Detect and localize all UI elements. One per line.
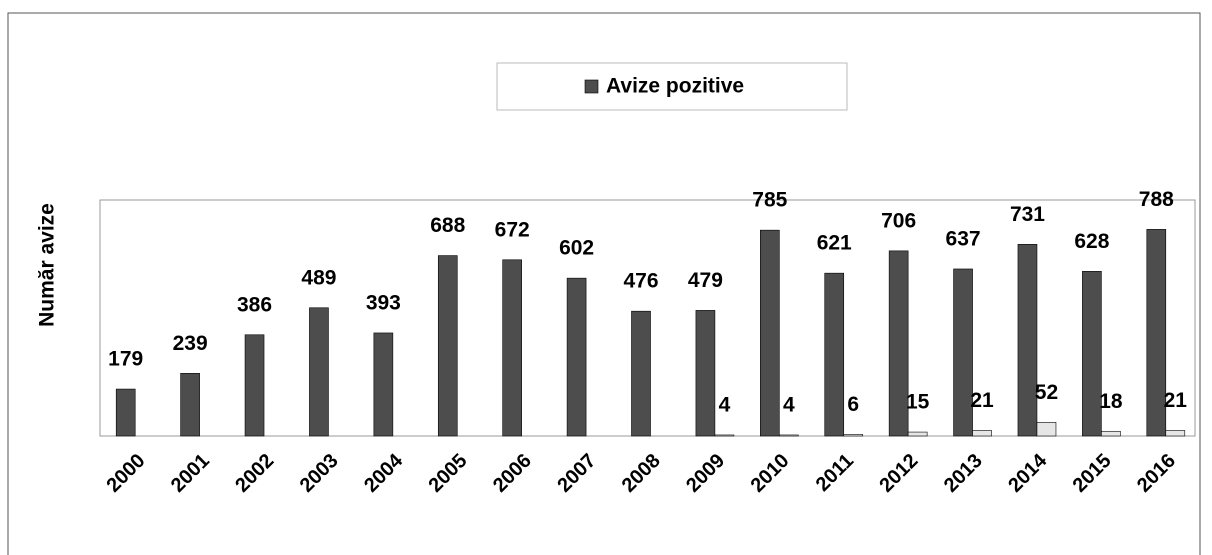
bar xyxy=(760,229,780,437)
x-tick-label: 2002 xyxy=(231,450,278,497)
bar xyxy=(695,310,716,437)
legend-box xyxy=(496,62,848,111)
x-tick-label: 2007 xyxy=(553,450,600,497)
bar xyxy=(244,334,265,437)
value-label: 18 xyxy=(1099,390,1123,413)
legend-swatch xyxy=(584,79,599,94)
bar xyxy=(1036,422,1057,437)
value-label: 15 xyxy=(906,391,930,414)
value-label: 479 xyxy=(688,269,723,292)
x-tick-label: 2016 xyxy=(1133,450,1180,497)
x-tick-label: 2000 xyxy=(102,450,149,497)
legend-label: Avize pozitive xyxy=(606,75,744,98)
value-label: 489 xyxy=(301,266,336,289)
bar xyxy=(502,259,522,437)
y-axis-label: Număr avize xyxy=(36,203,59,327)
value-label: 602 xyxy=(559,237,594,260)
bar xyxy=(907,431,928,437)
x-tick-label: 2011 xyxy=(812,450,858,496)
x-tick-label: 2009 xyxy=(682,450,729,497)
bar xyxy=(824,272,845,437)
bar xyxy=(309,307,329,437)
value-label: 386 xyxy=(237,293,272,316)
x-tick-label: 2015 xyxy=(1069,450,1116,497)
bar xyxy=(1101,430,1121,437)
x-tick-label: 2001 xyxy=(167,450,214,497)
value-label: 785 xyxy=(752,189,787,212)
value-label: 393 xyxy=(366,291,401,314)
value-label: 637 xyxy=(946,228,981,251)
bar xyxy=(1165,430,1186,437)
bar xyxy=(1146,229,1167,437)
bar xyxy=(888,250,909,437)
x-tick-label: 2004 xyxy=(360,449,408,497)
bar xyxy=(631,310,651,437)
x-tick-label: 2013 xyxy=(940,450,987,497)
bar xyxy=(437,255,458,437)
value-label: 672 xyxy=(495,218,530,241)
value-label: 52 xyxy=(1035,381,1058,404)
x-tick-label: 2012 xyxy=(875,450,922,497)
value-label: 21 xyxy=(970,389,994,412)
bar xyxy=(843,434,864,437)
x-tick-label: 2006 xyxy=(489,450,536,497)
value-label: 179 xyxy=(108,348,143,371)
value-label: 621 xyxy=(817,232,852,255)
value-label: 4 xyxy=(783,393,795,416)
value-label: 4 xyxy=(719,393,731,416)
bar xyxy=(1082,271,1102,437)
x-tick-label: 2010 xyxy=(747,450,794,497)
value-label: 688 xyxy=(430,214,465,237)
x-tick-label: 2005 xyxy=(425,450,472,497)
bar xyxy=(115,388,136,437)
value-label: 788 xyxy=(1139,188,1174,211)
bar xyxy=(714,434,735,437)
bar xyxy=(953,268,973,437)
value-label: 706 xyxy=(881,209,916,232)
bar xyxy=(779,434,799,437)
bar xyxy=(566,277,587,437)
x-tick-label: 2003 xyxy=(296,450,343,497)
x-tick-label: 2008 xyxy=(618,450,665,497)
chart-frame xyxy=(7,12,1201,555)
value-label: 6 xyxy=(847,393,859,416)
bar xyxy=(1017,244,1038,437)
value-label: 239 xyxy=(173,332,208,355)
bar xyxy=(373,332,394,437)
value-label: 731 xyxy=(1010,203,1045,226)
bar xyxy=(972,430,992,437)
value-label: 21 xyxy=(1164,389,1188,412)
x-tick-label: 2014 xyxy=(1004,449,1052,497)
bar xyxy=(180,373,200,437)
value-label: 628 xyxy=(1074,230,1109,253)
value-label: 476 xyxy=(623,270,658,293)
